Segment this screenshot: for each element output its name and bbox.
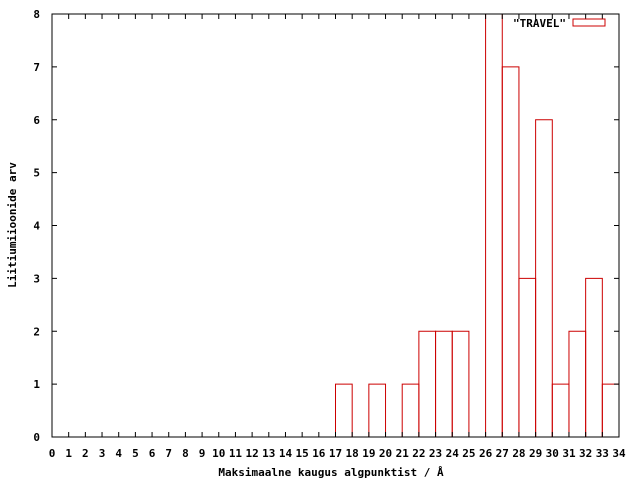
histogram-bar (585, 277, 603, 438)
y-tick-label: 0 (33, 431, 40, 444)
x-tick-label: 33 (596, 447, 609, 460)
x-tick-label: 2 (82, 447, 89, 460)
x-tick-label: 29 (529, 447, 542, 460)
legend-swatch (572, 18, 606, 27)
x-tick-label: 1 (65, 447, 72, 460)
x-tick-label: 26 (479, 447, 493, 460)
x-tick-label: 3 (99, 447, 106, 460)
y-tick-label: 7 (33, 61, 40, 74)
histogram-bar (401, 383, 420, 438)
x-tick-label: 34 (612, 447, 626, 460)
x-tick-label: 18 (346, 447, 359, 460)
histogram-bar (601, 383, 620, 438)
y-tick-label: 2 (33, 325, 40, 338)
x-axis-title: Maksimaalne kaugus algpunktist / Å (218, 466, 444, 479)
x-tick-label: 6 (149, 447, 156, 460)
y-tick-label: 8 (33, 8, 40, 21)
x-tick-label: 17 (329, 447, 342, 460)
x-tick-label: 0 (49, 447, 56, 460)
y-tick-label: 1 (33, 378, 40, 391)
histogram-bar (535, 119, 553, 438)
x-tick-label: 5 (132, 447, 139, 460)
x-tick-label: 23 (429, 447, 442, 460)
histogram-bar (451, 330, 470, 438)
x-tick-label: 7 (165, 447, 172, 460)
histogram-bar (418, 330, 437, 438)
histogram-bar (368, 383, 387, 438)
x-tick-label: 8 (182, 447, 189, 460)
x-tick-label: 13 (262, 447, 275, 460)
histogram-bar (551, 383, 570, 438)
y-tick-label: 5 (33, 167, 40, 180)
plot-frame (51, 13, 620, 438)
x-tick-label: 31 (562, 447, 576, 460)
x-tick-label: 14 (279, 447, 293, 460)
x-tick-label: 12 (245, 447, 258, 460)
histogram-bar (485, 13, 503, 438)
x-tick-label: 28 (512, 447, 525, 460)
histogram-bar (568, 330, 587, 438)
y-axis-ticks: 0 1 2 3 4 5 6 7 8 (33, 8, 619, 444)
x-tick-label: 4 (115, 447, 122, 460)
x-tick-label: 11 (229, 447, 243, 460)
x-tick-label: 10 (212, 447, 225, 460)
histogram-bar (518, 277, 537, 438)
x-tick-label: 25 (462, 447, 475, 460)
x-tick-label: 22 (412, 447, 425, 460)
x-tick-label: 20 (379, 447, 392, 460)
y-tick-label: 3 (33, 272, 40, 285)
y-axis-title: Liitiumiioonide arv (6, 162, 19, 288)
histogram-bar (435, 330, 453, 438)
histogram-bar (501, 66, 520, 438)
bars-group (335, 13, 620, 438)
x-tick-label: 16 (312, 447, 326, 460)
x-tick-label: 32 (579, 447, 592, 460)
legend-label: "TRAVEL" (513, 17, 566, 30)
legend: "TRAVEL" (513, 17, 606, 30)
x-tick-label: 24 (446, 447, 460, 460)
x-tick-label: 21 (396, 447, 410, 460)
x-tick-label: 30 (546, 447, 559, 460)
y-tick-label: 6 (33, 114, 40, 127)
y-tick-label: 4 (33, 220, 40, 233)
x-tick-label: 9 (199, 447, 206, 460)
x-tick-label: 15 (296, 447, 309, 460)
histogram-bar (335, 383, 353, 438)
x-tick-label: 27 (496, 447, 509, 460)
x-tick-label: 19 (362, 447, 375, 460)
x-axis-ticks: 0 1 2 3 4 5 6 7 8 9 10 11 12 13 14 15 16 17 18 19 20 21 22 23 24… (49, 14, 626, 460)
